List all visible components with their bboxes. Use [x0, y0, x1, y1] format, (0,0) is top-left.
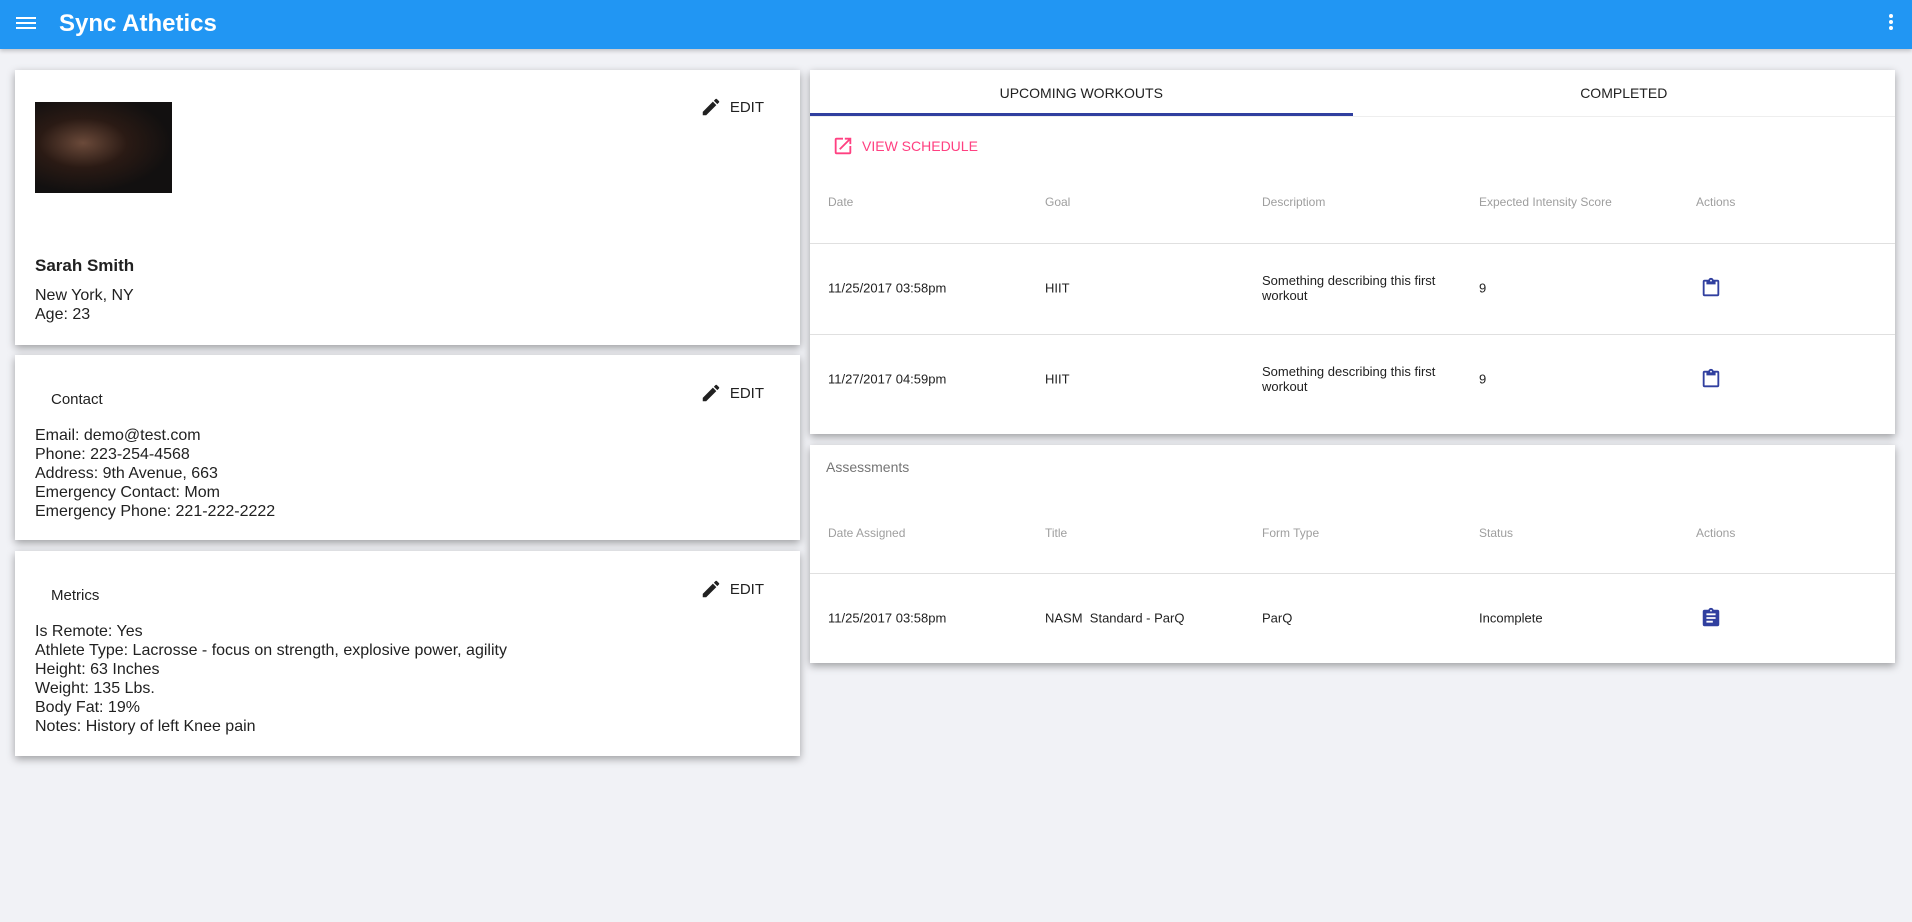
- profile-card: EDIT Sarah Smith New York, NY Age: 23: [15, 70, 800, 345]
- tab-completed[interactable]: COMPLETED: [1580, 85, 1668, 101]
- contact-card: Contact EDIT Email: demo@test.com Phone:…: [15, 355, 800, 540]
- workout-goal: HIIT: [1045, 371, 1070, 387]
- metric-notes: Notes: History of left Knee pain: [35, 718, 256, 735]
- clipboard-icon[interactable]: [1700, 276, 1722, 300]
- assessments-title: Assessments: [826, 459, 910, 475]
- pencil-icon: [702, 98, 720, 116]
- metric-athlete-type: Athlete Type: Lacrosse - focus on streng…: [35, 642, 507, 659]
- edit-label: EDIT: [729, 384, 764, 402]
- pencil-icon: [702, 384, 720, 402]
- assessment-title: NASM Standard - ParQ: [1045, 610, 1185, 626]
- edit-label: EDIT: [729, 98, 764, 116]
- edit-label: EDIT: [729, 580, 764, 598]
- tab-upcoming-workouts[interactable]: UPCOMING WORKOUTS: [810, 70, 1353, 116]
- column-header: Expected Intensity Score: [1479, 195, 1612, 209]
- contact-title: Contact: [51, 391, 103, 408]
- clipboard-icon[interactable]: [1700, 367, 1722, 391]
- workout-tabs: UPCOMING WORKOUTS COMPLETED: [810, 70, 1895, 117]
- assignment-icon[interactable]: [1700, 606, 1722, 630]
- workout-description: Something describing this first workout: [1262, 364, 1436, 394]
- assessments-card: Assessments Date Assigned Title Form Typ…: [810, 445, 1895, 663]
- profile-photo: [35, 102, 172, 193]
- athlete-name: Sarah Smith: [35, 256, 135, 275]
- pencil-icon: [702, 580, 720, 598]
- assessment-date: 11/25/2017 03:58pm: [828, 610, 947, 626]
- workouts-card: UPCOMING WORKOUTS COMPLETED VIEW SCHEDUL…: [810, 70, 1895, 434]
- metric-weight: Weight: 135 Lbs.: [35, 680, 155, 697]
- view-schedule-button[interactable]: VIEW SCHEDULE: [832, 135, 978, 157]
- column-header: Actions: [1696, 526, 1736, 540]
- workout-date: 11/27/2017 04:59pm: [828, 371, 947, 387]
- contact-emergency-phone: Emergency Phone: 221-222-2222: [35, 503, 276, 520]
- column-header: Descriptiom: [1262, 195, 1326, 209]
- contact-email: Email: demo@test.com: [35, 427, 201, 444]
- column-header: Title: [1045, 526, 1068, 540]
- metrics-title: Metrics: [51, 587, 100, 604]
- menu-icon[interactable]: [16, 14, 36, 34]
- divider: [810, 243, 1895, 244]
- metric-height: Height: 63 Inches: [35, 661, 160, 678]
- workout-description: Something describing this first workout: [1262, 273, 1436, 303]
- assessment-status: Incomplete: [1479, 610, 1543, 626]
- edit-profile-button[interactable]: EDIT: [700, 96, 764, 118]
- contact-emergency: Emergency Contact: Mom: [35, 484, 220, 501]
- column-header: Actions: [1696, 195, 1736, 209]
- contact-address: Address: 9th Avenue, 663: [35, 465, 218, 482]
- edit-metrics-button[interactable]: EDIT: [700, 578, 764, 600]
- edit-contact-button[interactable]: EDIT: [700, 382, 764, 404]
- column-header: Date Assigned: [828, 526, 906, 540]
- metrics-card: Metrics EDIT Is Remote: Yes Athlete Type…: [15, 551, 800, 756]
- workout-intensity: 9: [1479, 280, 1487, 296]
- divider: [810, 573, 1895, 574]
- athlete-location: New York, NY: [35, 287, 134, 304]
- workout-goal: HIIT: [1045, 280, 1070, 296]
- column-header: Status: [1479, 526, 1514, 540]
- divider: [810, 334, 1895, 335]
- column-header: Goal: [1045, 195, 1071, 209]
- workout-intensity: 9: [1479, 371, 1487, 387]
- assessment-form-type: ParQ: [1262, 610, 1293, 626]
- workout-date: 11/25/2017 03:58pm: [828, 280, 947, 296]
- athlete-age: Age: 23: [35, 306, 91, 323]
- app-title: Sync Athetics: [59, 10, 217, 37]
- open-in-new-icon: [834, 137, 852, 155]
- metric-remote: Is Remote: Yes: [35, 623, 143, 640]
- column-header: Date: [828, 195, 854, 209]
- metric-body-fat: Body Fat: 19%: [35, 699, 140, 716]
- contact-phone: Phone: 223-254-4568: [35, 446, 190, 463]
- app-bar: Sync Athetics: [0, 0, 1912, 49]
- view-schedule-label: VIEW SCHEDULE: [862, 138, 978, 154]
- column-header: Form Type: [1262, 526, 1320, 540]
- more-vert-icon[interactable]: [1888, 14, 1894, 34]
